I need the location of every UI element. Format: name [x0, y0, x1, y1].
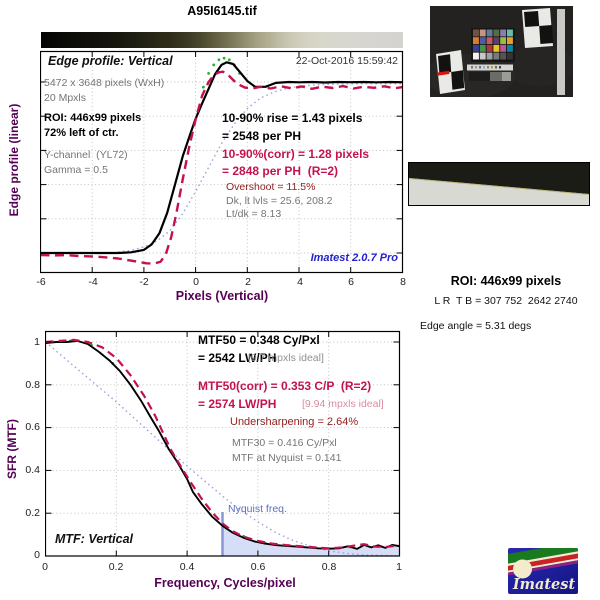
mtf-yaxis-label: SFR (MTF): [4, 389, 20, 509]
overshoot: Overshoot = 11.5%: [226, 181, 315, 193]
x-tick: 0: [181, 276, 211, 288]
x-tick: 8: [388, 276, 418, 288]
mtf50corr-ideal-note: [9.94 mpxls ideal]: [302, 398, 384, 410]
x-tick: 2: [233, 276, 263, 288]
lt-dk-ratio: Lt/dk = 8.13: [226, 208, 281, 220]
x-tick: 1: [384, 561, 414, 573]
mtf50corr-line2: = 2574 LW/PH: [198, 397, 276, 411]
mtf-chart-label: MTF: Vertical: [55, 532, 133, 546]
dark-light-levels: Dk, lt lvls = 25.6, 208.2: [226, 195, 333, 207]
right-checker-card: [522, 8, 553, 48]
left-checker-card: [436, 50, 465, 94]
watermark: Imatest 2.0.7 Pro: [250, 252, 398, 264]
roi-title: ROI: 446x99 pixels: [425, 274, 587, 288]
x-tick: 0.8: [314, 561, 344, 573]
edge-angle: Edge angle = 5.31 degs: [420, 320, 531, 332]
mtf50corr-line1: MTF50(corr) = 0.353 C/P (R=2): [198, 379, 371, 393]
mtf-xaxis-label: Frequency, Cycles/pixel: [45, 576, 405, 590]
roi-position: 72% left of ctr.: [44, 127, 119, 139]
x-tick: -2: [129, 276, 159, 288]
edge-chart-label: Edge profile: Vertical: [48, 54, 173, 68]
light-strip: [557, 9, 565, 95]
x-tick: 0.2: [101, 561, 131, 573]
logo-text: Imatest: [512, 576, 576, 593]
rise-line1: 10-90% rise = 1.43 pixels: [222, 111, 362, 125]
x-tick: 6: [336, 276, 366, 288]
imatest-logo: Imatest: [508, 548, 578, 594]
x-tick: 4: [285, 276, 315, 288]
edge-crop-thumbnail: [408, 162, 590, 206]
mtf-at-nyquist: MTF at Nyquist = 0.141: [232, 452, 341, 464]
roi-coordinates: L R T B = 307 752 2642 2740: [423, 295, 589, 307]
undersharpening: Undersharpening = 2.64%: [230, 416, 358, 428]
roi-size: ROI: 446x99 pixels: [44, 112, 141, 124]
rise-corr-line2: = 2848 per PH (R=2): [222, 164, 338, 178]
timestamp: 22-Oct-2016 15:59:42: [240, 55, 398, 67]
scene-thumbnail: [430, 6, 573, 97]
edge-density-bar: [41, 32, 403, 48]
gamma: Gamma = 0.5: [44, 164, 108, 176]
edge-xaxis-label: Pixels (Vertical): [40, 289, 404, 303]
mtf50-ideal-note: [9.7 mpxls ideal]: [248, 352, 324, 364]
image-size: 5472 x 3648 pixels (WxH): [44, 77, 164, 89]
x-tick: -4: [78, 276, 108, 288]
mtf50-line1: MTF50 = 0.348 Cy/Pxl: [198, 333, 320, 347]
x-tick: 0.4: [172, 561, 202, 573]
x-tick: -6: [26, 276, 56, 288]
step-wedge-strip: [467, 65, 513, 71]
image-megapixels: 20 Mpxls: [44, 92, 86, 104]
edge-yaxis-label: Edge profile (linear): [6, 50, 22, 270]
x-tick: 0: [30, 561, 60, 573]
rise-corr-line1: 10-90%(corr) = 1.28 pixels: [222, 147, 369, 161]
x-tick: 0.6: [243, 561, 273, 573]
channel: Y-channel (YL72): [44, 149, 128, 161]
y-tick: 1: [14, 336, 40, 348]
nyquist-shaded-region: [223, 526, 400, 556]
page-title: A95I6145.tif: [40, 4, 404, 18]
y-tick: 0: [14, 549, 40, 561]
rise-line2: = 2548 per PH: [222, 129, 301, 143]
imatest-sfr-report: A95I6145.tif: [0, 0, 600, 600]
mtf30: MTF30 = 0.416 Cy/Pxl: [232, 437, 337, 449]
nyquist-label: Nyquist freq.: [228, 503, 287, 515]
